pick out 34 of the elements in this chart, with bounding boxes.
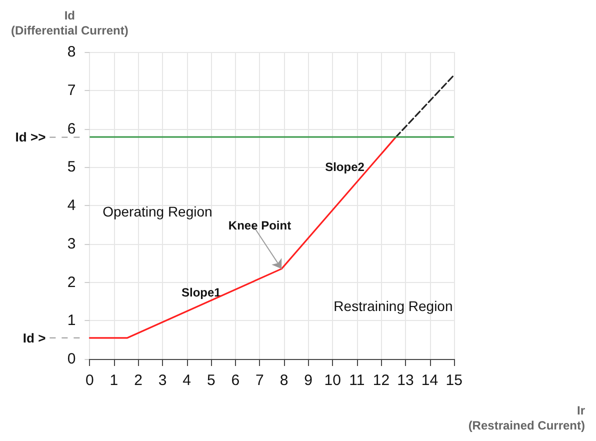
x-tick-label: 4 — [182, 372, 192, 389]
x-tick-label: 15 — [446, 372, 462, 389]
annotation: Restraining Region — [334, 298, 453, 314]
y-tick-label: 6 — [67, 120, 76, 138]
x-tick-label: 6 — [231, 372, 240, 389]
x-tick-label: 7 — [256, 372, 264, 389]
x-tick-label: 8 — [280, 372, 288, 389]
ref-line-label: Id > — [22, 330, 46, 346]
x-tick-label: 10 — [324, 372, 341, 389]
y-tick-label: 5 — [67, 158, 76, 176]
annotation: Knee Point — [228, 218, 292, 233]
x-tick-label: 12 — [372, 372, 390, 389]
x-axis-title: Ir (Restrained Current) — [468, 404, 586, 432]
x-tick-label: 1 — [110, 372, 118, 389]
y-tick-label: 0 — [67, 350, 76, 368]
y-tick-label: 1 — [67, 312, 76, 330]
annotation: Slope2 — [325, 160, 365, 174]
y-tick-label: 3 — [67, 235, 76, 252]
y-tick-label: 2 — [67, 274, 76, 291]
x-tick-label: 9 — [304, 372, 312, 389]
y-tick-label: 7 — [67, 82, 76, 99]
x-tick-label: 5 — [206, 372, 216, 389]
annotation: Slope1 — [182, 286, 222, 300]
y-tick-label: 8 — [67, 44, 76, 60]
x-tick-label: 13 — [397, 372, 414, 389]
ref-line-label: Id >> — [15, 130, 46, 145]
y-tick-label: 4 — [67, 197, 76, 214]
x-tick-label: 3 — [158, 372, 167, 389]
x-tick-label: 0 — [86, 372, 94, 389]
x-tick-label: 2 — [134, 372, 142, 389]
x-tick-label: 14 — [421, 372, 438, 389]
y-axis-title: Id (Differential Current) — [11, 8, 128, 38]
annotation: Operating Region — [102, 203, 212, 220]
x-tick-label: 11 — [349, 372, 365, 389]
